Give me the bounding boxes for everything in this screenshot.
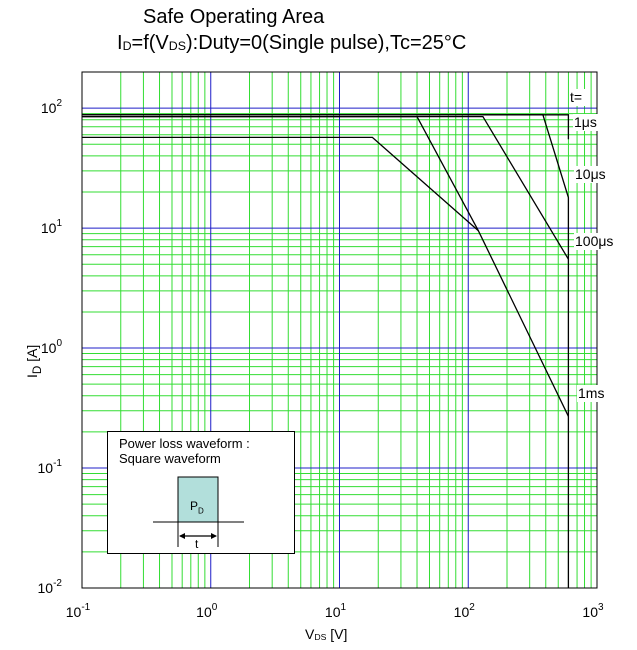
chart-title: Safe Operating Area (143, 6, 325, 28)
x-tick-label: 10-1 (66, 602, 91, 620)
inset-caption-line1: Power loss waveform : (119, 436, 250, 451)
series-label: t= (570, 89, 582, 105)
t-label: t (195, 537, 199, 551)
x-tick-label: 102 (454, 602, 476, 620)
series-label-bg (574, 166, 612, 183)
grid-lines (82, 72, 597, 588)
series-label-bg (577, 385, 611, 402)
y-axis-label: ID [A] (24, 344, 44, 378)
chart-subtitle: ID=f(VDS):Duty=0(Single pulse),Tc=25°C (117, 32, 467, 54)
x-axis-label: VDS [V] (305, 626, 348, 642)
x-tick-label: 100 (196, 602, 218, 620)
y-tick-label: 101 (41, 218, 63, 236)
pd-pulse (177, 476, 219, 523)
soa-curve (82, 114, 570, 588)
series-label: 10μs (575, 166, 606, 182)
soa-curve (82, 136, 479, 232)
inset-caption: Power loss waveform : Square waveform (119, 436, 250, 466)
series-label-bg (569, 89, 589, 106)
x-tick-label: 103 (582, 602, 604, 620)
series-label-bg (573, 114, 603, 131)
plot-frame (81, 71, 598, 589)
series-label: 1μs (574, 114, 597, 130)
square-waveform (153, 476, 244, 547)
inset-caption-line2: Square waveform (119, 451, 221, 466)
y-tick-label: 10-2 (38, 578, 63, 596)
x-tick-label: 101 (325, 602, 347, 620)
y-tick-label: 100 (41, 338, 63, 356)
series-label: 100μs (575, 233, 613, 249)
y-tick-label: 10-1 (38, 458, 63, 476)
power-loss-inset: Power loss waveform : Square waveform PD… (107, 431, 295, 554)
soa-curve (82, 115, 569, 417)
series-labels: t= 1μs 10μs 100μs 1ms (569, 89, 622, 402)
series-label: 1ms (578, 385, 604, 401)
y-tick-label: 102 (41, 98, 63, 116)
series-label-bg (574, 233, 622, 250)
pd-label: PD (190, 499, 204, 516)
soa-curves (82, 114, 570, 588)
